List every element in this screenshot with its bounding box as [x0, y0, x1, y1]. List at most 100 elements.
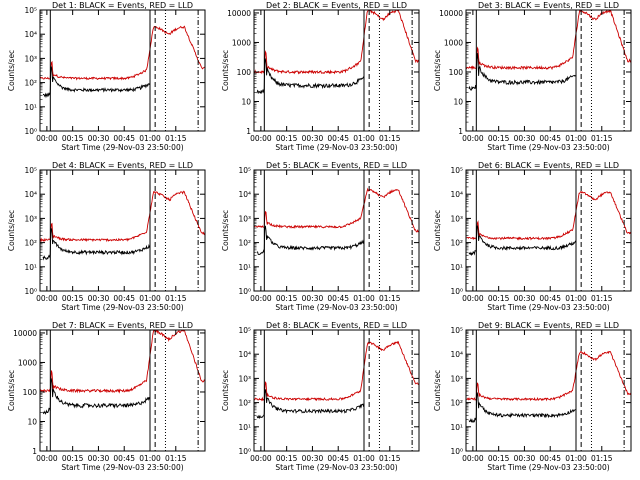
y-tick-label: 1: [458, 127, 463, 136]
panel-title: Det 6: BLACK = Events, RED = LLD: [478, 161, 619, 170]
y-tick-label: 10¹: [450, 423, 463, 432]
y-axis-label: Counts/sec: [221, 210, 230, 251]
x-tick-label: 00:15: [62, 294, 84, 303]
y-tick-label: 10²: [450, 239, 463, 248]
x-tick-label: 00:45: [539, 134, 561, 143]
y-tick-label: 10⁵: [24, 166, 37, 175]
y-tick-label: 10⁵: [450, 326, 463, 335]
y-tick-label: 10⁵: [450, 166, 463, 175]
x-tick-label: 01:00: [139, 134, 161, 143]
y-tick-label: 10³: [450, 374, 463, 383]
x-tick-label: 00:15: [62, 134, 84, 143]
x-axis-label: Start Time (29-Nov-03 23:50:00): [487, 143, 609, 152]
series-lld: [254, 340, 419, 402]
y-tick-label: 10⁰: [450, 447, 463, 456]
series-events: [256, 58, 364, 95]
panel-det-5: Det 5: BLACK = Events, RED = LLD 10⁰ 10¹ 10…: [221, 161, 420, 312]
y-tick-label: 10²: [24, 239, 37, 248]
y-tick-label: 10³: [238, 214, 251, 223]
axes-frame: [465, 9, 632, 132]
x-tick-label: 01:00: [353, 454, 375, 463]
x-tick-label: 01:15: [165, 134, 187, 143]
panel-title: Det 5: BLACK = Events, RED = LLD: [266, 161, 407, 170]
panel-det-9: Det 9: BLACK = Events, RED = LLD 10⁰ 10¹ 10…: [433, 321, 632, 472]
panel-title: Det 4: BLACK = Events, RED = LLD: [52, 161, 193, 170]
y-tick-label: 100: [449, 68, 464, 77]
y-tick-label: 10³: [24, 54, 37, 63]
plot-area: [40, 330, 205, 415]
plot-area: [40, 25, 205, 99]
y-tick-label: 10⁰: [450, 287, 463, 296]
x-tick-label: 00:45: [539, 294, 561, 303]
y-tick-label: 10⁴: [450, 190, 463, 199]
series-events: [42, 377, 150, 415]
x-tick-label: 00:30: [514, 294, 536, 303]
x-tick-label: 00:15: [276, 134, 298, 143]
plot-area: [254, 187, 419, 255]
series-lld: [254, 187, 419, 233]
y-tick-label: 10¹: [24, 263, 37, 272]
x-tick-label: 01:15: [591, 294, 613, 303]
x-axis-label: Start Time (29-Nov-03 23:50:00): [61, 143, 183, 152]
x-axis-label: Start Time (29-Nov-03 23:50:00): [487, 303, 609, 312]
axes-frame: [253, 329, 420, 452]
axes-frame: [253, 9, 420, 132]
x-tick-label: 00:30: [302, 454, 324, 463]
panel-title: Det 9: BLACK = Events, RED = LLD: [478, 321, 619, 330]
x-tick-label: 00:00: [250, 294, 272, 303]
series-events: [256, 389, 364, 420]
x-axis-label: Start Time (29-Nov-03 23:50:00): [275, 463, 397, 472]
y-axis-label: Counts/sec: [221, 370, 230, 411]
x-axis-label: Start Time (29-Nov-03 23:50:00): [487, 463, 609, 472]
x-tick-label: 00:45: [113, 294, 135, 303]
series-events: [42, 66, 150, 99]
axes-frame: [39, 169, 206, 292]
y-axis-label: Counts/sec: [7, 210, 16, 251]
axes-frame: [253, 169, 420, 292]
y-tick-label: 1000: [232, 38, 251, 47]
x-axis-label: Start Time (29-Nov-03 23:50:00): [61, 303, 183, 312]
x-tick-label: 00:45: [327, 294, 349, 303]
y-tick-label: 10⁴: [24, 30, 37, 39]
y-tick-label: 10⁰: [24, 127, 37, 136]
y-tick-label: 10²: [450, 399, 463, 408]
x-tick-label: 00:30: [302, 134, 324, 143]
y-tick-label: 10⁰: [238, 287, 251, 296]
y-tick-label: 10⁴: [238, 350, 251, 359]
y-tick-label: 10³: [238, 374, 251, 383]
x-axis-label: Start Time (29-Nov-03 23:50:00): [275, 143, 397, 152]
y-tick-label: 1: [32, 447, 37, 456]
y-tick-label: 1: [246, 127, 251, 136]
y-tick-label: 10⁰: [24, 287, 37, 296]
y-tick-label: 10: [453, 97, 463, 106]
series-lld: [466, 350, 631, 402]
y-axis-label: Counts/sec: [7, 50, 16, 91]
x-tick-label: 01:15: [591, 134, 613, 143]
x-tick-label: 00:45: [327, 454, 349, 463]
x-axis-label: Start Time (29-Nov-03 23:50:00): [275, 303, 397, 312]
y-tick-label: 10¹: [24, 103, 37, 112]
panel-title: Det 1: BLACK = Events, RED = LLD: [52, 1, 193, 10]
x-tick-label: 01:15: [165, 294, 187, 303]
y-tick-label: 10¹: [238, 423, 251, 432]
x-tick-label: 01:00: [139, 454, 161, 463]
y-axis-label: Counts/sec: [433, 370, 442, 411]
x-tick-label: 00:15: [276, 294, 298, 303]
series-lld: [466, 10, 631, 71]
y-tick-label: 10²: [24, 79, 37, 88]
y-tick-label: 1000: [444, 38, 463, 47]
x-tick-label: 01:00: [353, 134, 375, 143]
y-tick-label: 10¹: [238, 263, 251, 272]
y-tick-label: 10³: [24, 214, 37, 223]
x-tick-label: 00:45: [539, 454, 561, 463]
x-tick-label: 00:15: [488, 134, 510, 143]
axes-frame: [39, 9, 206, 132]
series-lld: [254, 10, 419, 75]
panel-det-3: Det 3: BLACK = Events, RED = LLD 1 10 100 10…: [433, 1, 632, 152]
series-lld: [40, 25, 205, 81]
plot-area: [254, 340, 419, 420]
x-axis-label: Start Time (29-Nov-03 23:50:00): [61, 463, 183, 472]
axes-frame: [465, 169, 632, 292]
y-tick-label: 10000: [227, 9, 251, 18]
x-tick-label: 01:00: [565, 294, 587, 303]
